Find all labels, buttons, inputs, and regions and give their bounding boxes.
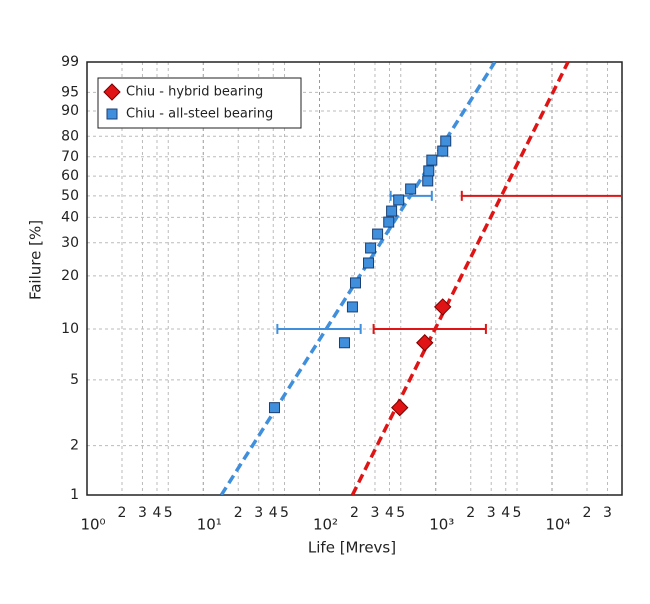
y-tick-label: 70 <box>61 149 79 165</box>
square-marker <box>349 277 361 289</box>
x-axis-label: Life [Mrevs] <box>308 539 396 557</box>
y-tick-label: 40 <box>61 209 79 225</box>
error-bar <box>372 323 487 334</box>
x-tick-label: 2 <box>583 505 592 521</box>
square-marker <box>437 145 449 157</box>
x-tick-label: 5 <box>513 505 522 521</box>
y-tick-label: 60 <box>61 168 79 184</box>
x-tick-label: 5 <box>280 505 289 521</box>
square-marker <box>422 175 434 187</box>
x-tick-label: 10² <box>313 516 338 534</box>
x-tick-label: 2 <box>234 505 243 521</box>
y-tick-label: 10 <box>61 321 79 337</box>
x-tick-label: 3 <box>254 505 263 521</box>
x-tick-label: 2 <box>350 505 359 521</box>
x-tick-label: 2 <box>466 505 475 521</box>
y-tick-label: 30 <box>61 235 79 251</box>
y-tick-label: 1 <box>70 487 79 503</box>
x-tick-label: 4 <box>501 505 510 521</box>
square-marker <box>346 301 358 313</box>
square-marker <box>426 154 438 166</box>
x-tick-label: 4 <box>385 505 394 521</box>
x-tick-label: 2 <box>118 505 127 521</box>
legend-symbol <box>103 83 121 101</box>
y-tick-label: 90 <box>61 103 79 119</box>
square-marker <box>393 194 405 206</box>
error-bar <box>460 190 622 201</box>
legend-label: Chiu - all-steel bearing <box>126 107 273 122</box>
fit-line <box>350 62 570 495</box>
y-tick-label: 95 <box>61 84 79 100</box>
plot-frame <box>86 61 623 496</box>
x-tick-label: 5 <box>396 505 405 521</box>
square-marker <box>405 183 417 195</box>
square-marker <box>363 257 375 269</box>
y-axis-label: Failure [%] <box>27 220 45 300</box>
x-tick-label: 5 <box>164 505 173 521</box>
x-tick-label: 4 <box>153 505 162 521</box>
error-bar <box>276 323 362 334</box>
x-tick-label: 3 <box>603 505 612 521</box>
diamond-marker <box>434 298 452 316</box>
legend-label: Chiu - hybrid bearing <box>126 85 263 100</box>
y-tick-label: 5 <box>70 372 79 388</box>
legend-symbol <box>106 108 118 120</box>
x-tick-label: 4 <box>269 505 278 521</box>
x-tick-label: 10³ <box>429 516 454 534</box>
diamond-marker <box>416 334 434 352</box>
diamond-marker <box>391 398 409 417</box>
x-tick-label: 3 <box>138 505 147 521</box>
x-tick-label: 3 <box>487 505 496 521</box>
square-marker <box>383 216 395 228</box>
y-tick-label: 50 <box>61 188 79 204</box>
y-tick-label: 20 <box>61 268 79 284</box>
legend-marker <box>106 108 118 120</box>
square-marker <box>440 135 452 147</box>
square-marker <box>365 242 377 254</box>
y-tick-label: 99 <box>61 54 79 70</box>
square-marker <box>372 228 384 240</box>
legend-marker <box>103 83 121 101</box>
y-tick-label: 2 <box>70 438 79 454</box>
square-marker <box>423 165 435 177</box>
square-marker <box>338 337 350 349</box>
legend-box <box>97 77 302 129</box>
x-tick-label: 10⁰ <box>80 516 105 534</box>
square-marker <box>386 205 398 217</box>
x-tick-label: 10¹ <box>197 516 222 534</box>
x-tick-label: 3 <box>371 505 380 521</box>
x-tick-label: 10⁴ <box>545 516 570 534</box>
y-tick-label: 80 <box>61 128 79 144</box>
square-marker <box>268 402 280 414</box>
